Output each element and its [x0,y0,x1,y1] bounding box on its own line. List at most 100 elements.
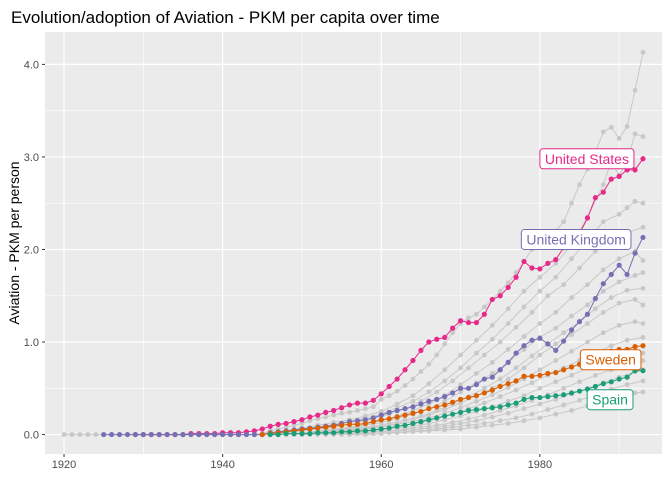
other-series-point [410,398,416,404]
grid-lines [45,32,662,454]
data-point-united-states [378,391,384,397]
other-series-point [569,200,574,206]
data-point-spain [410,420,416,427]
data-point-spain [370,427,376,433]
data-point-united-kingdom [394,407,400,414]
data-point-spain [434,415,440,421]
other-series-point [402,383,408,388]
other-series-point [608,124,614,130]
data-point-united-kingdom [489,374,495,380]
other-series-point [481,304,487,310]
data-point-spain [537,394,543,401]
other-series-point [569,408,574,413]
data-point-united-kingdom [140,431,146,438]
data-point-united-states [616,173,622,179]
data-point-united-states [632,167,638,173]
data-point-united-kingdom [561,338,567,344]
other-series-point [458,426,463,432]
other-series-point [505,280,511,286]
series-spain [267,368,646,438]
data-point-spain [418,419,424,425]
data-point-united-kingdom [101,431,107,438]
data-point-united-states [307,414,313,420]
data-point-united-kingdom [592,295,598,302]
series-label-box-united-kingdom [520,228,632,250]
data-point-united-kingdom [164,431,170,438]
other-series-point [458,352,463,358]
other-series-point [632,87,638,93]
other-series-point [561,219,567,225]
highlighted-series-layer [101,156,646,438]
other-series-point [537,385,543,391]
data-point-united-kingdom [450,390,456,396]
data-point-united-kingdom [434,396,440,402]
other-series-point [61,432,67,437]
data-point-sweden [497,383,503,390]
data-point-united-kingdom [521,343,527,349]
other-series-point [529,310,535,315]
data-point-united-kingdom [370,415,376,421]
other-series-point [561,385,567,391]
other-series-point [505,384,511,390]
series-label-text-spain: Spain [592,392,628,408]
data-point-united-states [426,339,432,345]
other-series-point [585,339,590,345]
data-point-sweden [521,373,527,379]
other-series-point [632,390,638,396]
data-point-united-states [402,367,408,373]
data-point-united-kingdom [505,359,511,365]
other-series-point [640,302,646,308]
other-series-point [513,415,519,421]
data-point-united-kingdom [148,431,154,438]
other-series-point [640,224,646,230]
other-series-point [632,297,638,302]
other-series-point [450,378,456,384]
data-point-spain [307,431,313,437]
other-series-point [331,412,337,418]
data-point-united-kingdom [426,398,432,404]
other-series-point [458,400,463,406]
other-series-point [513,324,519,330]
data-point-united-kingdom [624,271,630,278]
data-point-united-kingdom [116,431,123,438]
data-point-sweden [481,390,487,396]
data-point-united-states [394,376,400,382]
other-series-point [624,287,630,293]
other-series-point [521,288,527,294]
other-series-point [529,353,535,359]
data-point-spain [354,428,361,434]
data-point-united-kingdom [109,431,115,438]
other-series-point [521,334,527,339]
data-point-sweden [545,370,551,377]
other-series-point [426,361,432,367]
series-label-box-spain [586,389,634,411]
other-series-point [378,431,384,437]
other-series-point [355,408,360,413]
other-series-point [616,211,622,217]
other-series-point [442,398,448,404]
other-series-point [616,279,622,285]
other-series-point [410,429,416,435]
data-point-united-states [315,412,321,418]
data-point-spain [267,431,273,438]
data-point-united-kingdom [212,431,218,438]
data-point-spain [513,400,519,406]
data-point-united-states [386,383,392,390]
data-point-united-states [410,357,416,364]
data-point-spain [362,428,368,434]
other-series-point [553,411,559,417]
series-label-text-united-kingdom: United Kingdom [526,231,626,247]
data-point-united-states [362,400,368,406]
data-point-united-kingdom [196,431,202,438]
data-point-sweden [402,412,408,418]
other-series-point [600,310,606,315]
other-series-line [270,200,644,436]
other-series-point [537,367,543,373]
other-series-point [521,365,527,371]
other-series-point [466,422,471,428]
other-series-point [497,408,503,413]
other-series-point [632,198,638,204]
other-series-point [592,306,598,312]
x-tick-label: 1980 [528,459,552,471]
data-point-spain [450,411,456,417]
